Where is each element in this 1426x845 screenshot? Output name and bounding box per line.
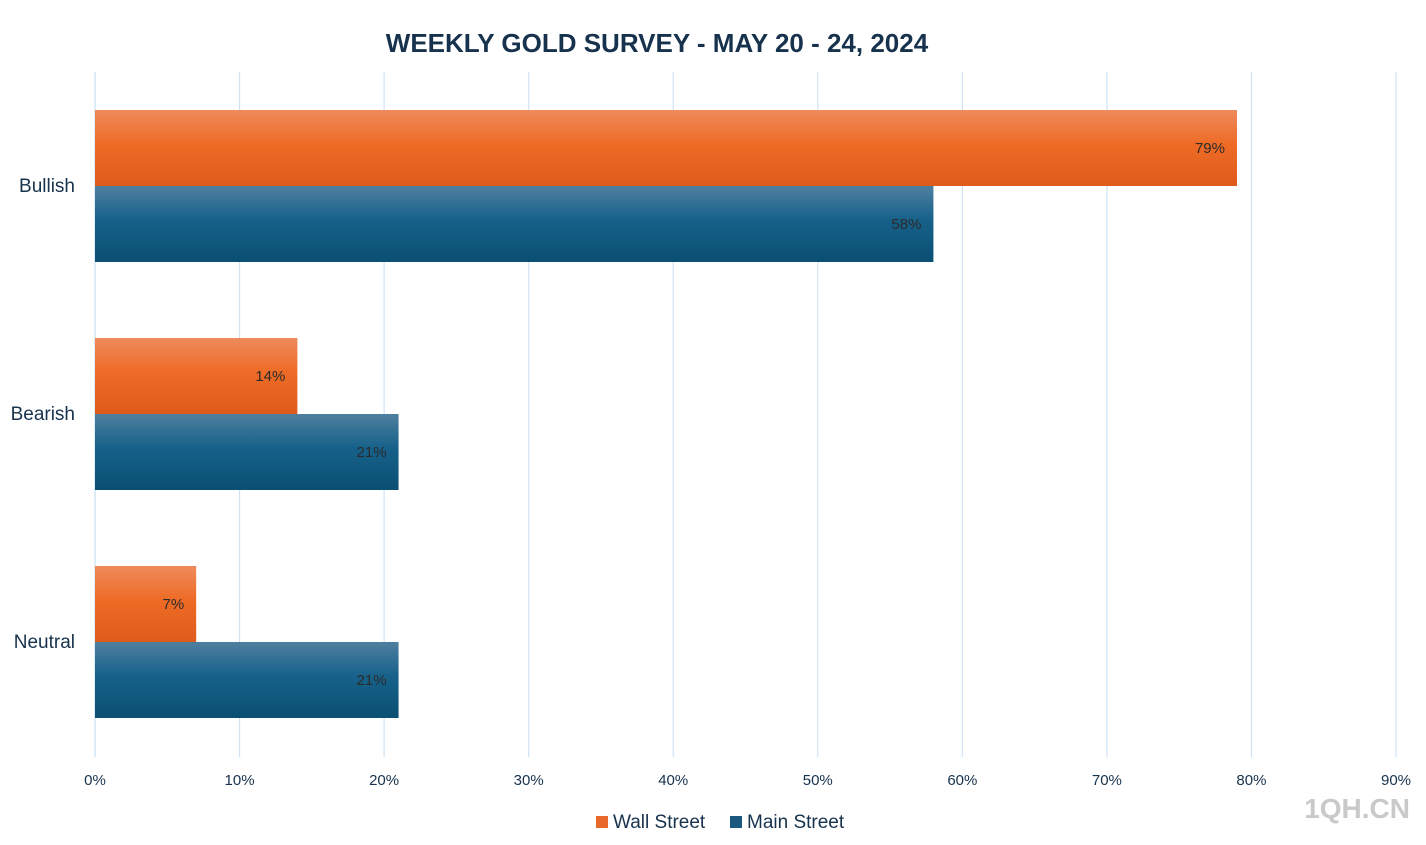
legend-label-wall-street: Wall Street — [613, 812, 706, 833]
category-label: Bearish — [11, 404, 75, 425]
legend-swatch-main-street — [730, 816, 742, 828]
bar-main-street-bullish — [95, 186, 934, 262]
x-tick-label: 10% — [225, 772, 255, 789]
bars — [95, 110, 1237, 718]
bar-main-street-bearish — [95, 414, 399, 490]
x-tick-label: 60% — [947, 772, 977, 789]
bar-wall-street-bullish — [95, 110, 1237, 186]
category-labels: Bullish Bearish Neutral — [11, 176, 75, 653]
legend-label-main-street: Main Street — [747, 812, 845, 833]
chart-title: WEEKLY GOLD SURVEY - MAY 20 - 24, 2024 — [386, 28, 929, 58]
x-tick-label: 20% — [369, 772, 399, 789]
data-label: 21% — [357, 672, 387, 689]
x-tick-label: 0% — [84, 772, 106, 789]
data-label: 58% — [891, 216, 921, 233]
x-tick-label: 50% — [803, 772, 833, 789]
x-tick-label: 30% — [514, 772, 544, 789]
x-tick-label: 90% — [1381, 772, 1411, 789]
data-label: 14% — [255, 368, 285, 385]
bar-wall-street-bearish — [95, 338, 298, 414]
x-axis-ticks: 0% 10% 20% 30% 40% 50% 60% 70% 80% 90% — [84, 772, 1411, 789]
category-label: Neutral — [14, 632, 75, 653]
data-label: 79% — [1195, 140, 1225, 157]
x-tick-label: 80% — [1236, 772, 1266, 789]
legend-swatch-wall-street — [596, 816, 608, 828]
bar-wall-street-neutral — [95, 566, 197, 642]
bar-main-street-neutral — [95, 642, 399, 718]
category-label: Bullish — [19, 176, 75, 197]
data-label: 7% — [163, 596, 185, 613]
data-labels: 79% 58% 14% 21% 7% 21% — [163, 140, 1225, 689]
x-tick-label: 40% — [658, 772, 688, 789]
data-label: 21% — [357, 444, 387, 461]
x-tick-label: 70% — [1092, 772, 1122, 789]
watermark-logo: 1QH.CN — [1304, 793, 1410, 824]
legend: Wall Street Main Street — [596, 812, 845, 833]
